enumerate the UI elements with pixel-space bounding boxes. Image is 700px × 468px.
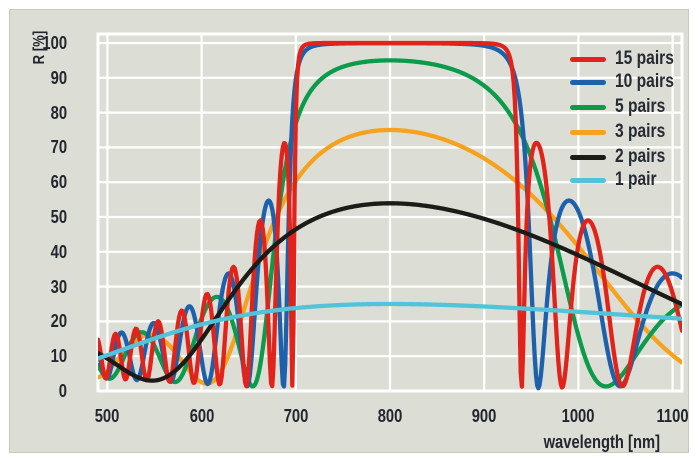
y-tick-10: 10 — [50, 346, 67, 366]
legend-swatch-10-pairs — [570, 79, 606, 85]
legend-label-15-pairs: 15 pairs — [615, 48, 674, 69]
x-tick-900: 900 — [471, 406, 497, 426]
legend-row-10-pairs: 10 pairs — [570, 70, 700, 94]
plot-curves — [98, 40, 682, 391]
x-tick-500: 500 — [94, 406, 120, 426]
y-tick-80: 80 — [50, 103, 67, 123]
legend-label-1-pair: 1 pair — [615, 169, 657, 190]
curve-15-pairs — [98, 40, 682, 390]
y-tick-100: 100 — [42, 33, 67, 53]
legend-swatch-3-pairs — [570, 129, 606, 135]
curve-1-pair — [98, 301, 682, 361]
x-axis-title-text: wavelength [nm] — [543, 432, 660, 452]
y-tick-20: 20 — [50, 311, 67, 331]
legend-label-5-pairs: 5 pairs — [615, 96, 666, 117]
x-tick-1100: 1100 — [656, 406, 690, 426]
curve-5-pairs — [98, 58, 682, 389]
legend-label-2-pairs: 2 pairs — [615, 146, 666, 167]
y-tick-0: 0 — [58, 381, 67, 401]
legend-row-5-pairs: 5 pairs — [570, 95, 700, 119]
legend-label-3-pairs: 3 pairs — [615, 121, 666, 142]
y-tick-50: 50 — [50, 207, 67, 227]
x-tick-600: 600 — [189, 406, 215, 426]
y-tick-70: 70 — [50, 137, 67, 157]
legend-swatch-5-pairs — [570, 104, 606, 110]
x-tick-1000: 1000 — [561, 406, 595, 426]
plot-frame — [96, 32, 684, 393]
x-tick-700: 700 — [283, 406, 309, 426]
legend-swatch-2-pairs — [570, 154, 606, 160]
y-tick-90: 90 — [50, 68, 67, 88]
chart-panel: R [%] 0 10 20 30 40 50 60 70 80 90 100 5… — [9, 9, 689, 453]
legend-row-1-pair: 1 pair — [570, 168, 700, 192]
legend-swatch-1-pair — [570, 177, 606, 183]
legend-row-3-pairs: 3 pairs — [570, 120, 700, 144]
x-axis-title: wavelength [nm] — [518, 432, 660, 452]
legend-row-15-pairs: 15 pairs — [570, 47, 700, 71]
y-tick-30: 30 — [50, 277, 67, 297]
legend-row-2-pairs: 2 pairs — [570, 145, 700, 169]
y-tick-40: 40 — [50, 242, 67, 262]
y-tick-60: 60 — [50, 172, 67, 192]
legend-swatch-15-pairs — [570, 56, 606, 62]
x-tick-800: 800 — [377, 406, 403, 426]
legend-label-10-pairs: 10 pairs — [615, 71, 674, 92]
curve-2-pairs — [98, 201, 682, 383]
